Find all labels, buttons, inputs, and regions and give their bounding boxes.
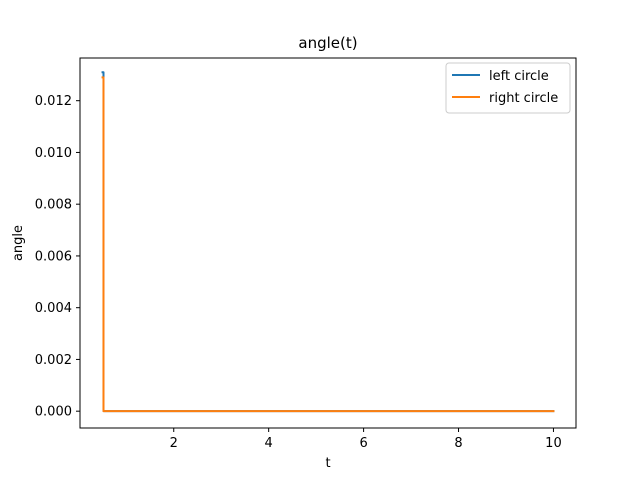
chart-title: angle(t)	[298, 34, 357, 52]
x-tick-label: 6	[359, 436, 367, 451]
axes-background	[80, 58, 576, 428]
x-axis-label: t	[325, 456, 330, 471]
x-tick-label: 8	[454, 436, 462, 451]
legend-label-right-circle: right circle	[489, 91, 558, 106]
legend: left circle right circle	[445, 62, 571, 114]
series-layer	[101, 71, 555, 413]
y-tick-label: 0.004	[35, 301, 72, 316]
axes-frame	[79, 57, 577, 429]
y-tick-label: 0.012	[35, 94, 72, 109]
y-tick-label: 0.006	[35, 249, 72, 264]
y-tick-label: 0.000	[35, 405, 72, 420]
y-tick-label: 0.008	[35, 198, 72, 213]
y-tick-label: 0.002	[35, 353, 72, 368]
plot-area	[79, 57, 577, 429]
x-tick-label: 4	[265, 436, 273, 451]
x-tick-label: 2	[170, 436, 178, 451]
y-tick-label: 0.010	[35, 146, 72, 161]
legend-label-left-circle: left circle	[489, 69, 549, 84]
series-line-right-circle	[101, 76, 555, 413]
x-tick-label: 10	[545, 436, 562, 451]
x-axis-ticks: 2 4 6 8 10	[170, 428, 562, 451]
y-axis-label: angle	[11, 225, 26, 261]
y-axis-ticks: 0.000 0.002 0.004 0.006 0.008 0.010 0.012	[35, 94, 80, 420]
